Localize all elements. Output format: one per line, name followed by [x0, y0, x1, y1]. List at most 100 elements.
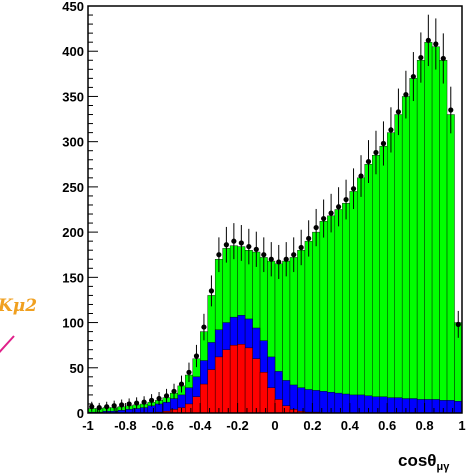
x-tick-label-10: 1 [458, 418, 465, 433]
bar-2-46 [431, 46, 440, 414]
bar-1-35 [349, 394, 358, 414]
bar-0-22 [252, 358, 261, 414]
x-tick-label-7: 0.4 [341, 418, 360, 433]
data-point-22 [253, 246, 259, 252]
y-tick-label-9: 450 [62, 0, 84, 14]
data-point-40 [388, 127, 394, 133]
data-point-48 [448, 107, 454, 113]
x-tick-label-2: -0.6 [152, 418, 174, 433]
x-tick-label-1: -0.8 [114, 418, 136, 433]
bar-1-45 [424, 399, 433, 414]
bar-2-41 [394, 114, 403, 414]
data-point-42 [403, 92, 409, 98]
data-point-6 [134, 400, 140, 406]
data-point-37 [365, 158, 372, 165]
data-point-16 [208, 288, 215, 294]
data-point-27 [291, 252, 297, 258]
x-tick-label-8: 0.6 [378, 418, 396, 433]
bar-0-23 [259, 372, 268, 414]
data-point-38 [373, 149, 379, 156]
bar-1-29 [304, 389, 313, 414]
y-tick-label-1: 50 [70, 361, 84, 376]
data-point-2 [104, 404, 110, 410]
bar-0-25 [274, 399, 283, 414]
bar-1-30 [312, 390, 321, 414]
bar-2-34 [342, 202, 351, 414]
data-point-41 [395, 109, 402, 115]
x-tick-label-5: 0 [271, 418, 278, 433]
bar-2-47 [439, 60, 448, 414]
series-0 [155, 344, 321, 414]
data-point-0 [89, 404, 95, 410]
data-point-5 [126, 401, 132, 407]
bar-1-46 [431, 399, 440, 414]
data-point-46 [433, 41, 439, 47]
data-point-11 [171, 388, 177, 394]
data-point-19 [231, 238, 237, 244]
data-point-3 [111, 403, 117, 409]
bar-0-15 [199, 383, 208, 414]
bar-2-44 [416, 60, 425, 414]
bar-0-18 [222, 349, 231, 414]
data-point-25 [276, 259, 282, 265]
x-axis-title-subscript: μγ [436, 461, 450, 473]
bar-2-42 [401, 96, 410, 414]
data-point-44 [418, 54, 424, 61]
bar-1-41 [394, 397, 403, 414]
data-point-20 [238, 240, 244, 246]
x-axis-title: cosθμγ [398, 451, 450, 473]
bar-0-26 [282, 405, 291, 414]
data-point-7 [141, 399, 147, 405]
y-tick-label-7: 350 [62, 89, 84, 104]
plot-area [87, 14, 463, 414]
data-point-15 [201, 324, 207, 330]
data-point-39 [380, 140, 387, 147]
data-point-4 [119, 402, 125, 408]
bar-1-48 [446, 400, 455, 414]
y-tick-label-4: 200 [62, 225, 84, 240]
x-tick-label-3: -0.4 [189, 418, 212, 433]
data-point-31 [321, 215, 327, 222]
data-point-10 [163, 393, 170, 399]
y-tick-label-2: 100 [62, 316, 84, 331]
data-point-9 [156, 395, 162, 402]
y-tick-label-5: 250 [62, 180, 84, 195]
x-tick-label-6: 0.2 [303, 418, 321, 433]
bar-2-37 [364, 164, 373, 414]
bar-2-36 [357, 177, 365, 414]
kmu2-arrow [0, 335, 15, 354]
data-point-49 [455, 321, 461, 327]
y-tick-label-6: 300 [62, 135, 84, 150]
x-tick-label-9: 0.8 [416, 418, 434, 433]
bar-1-8 [147, 405, 156, 414]
data-point-29 [306, 235, 312, 242]
data-point-30 [313, 224, 319, 231]
bar-2-40 [387, 132, 395, 414]
bar-0-14 [192, 396, 201, 414]
data-point-8 [148, 397, 155, 403]
bar-2-33 [334, 209, 343, 414]
bar-2-45 [424, 41, 433, 414]
data-points [89, 14, 461, 413]
x-tick-label-0: -1 [82, 418, 94, 433]
data-point-47 [440, 55, 446, 62]
bar-1-49 [454, 401, 463, 414]
data-point-35 [350, 186, 357, 192]
data-point-13 [186, 369, 192, 375]
bar-2-39 [379, 145, 388, 414]
bar-0-16 [207, 369, 216, 414]
bar-2-38 [372, 155, 380, 414]
data-point-23 [261, 252, 267, 258]
data-point-34 [343, 196, 349, 203]
bar-1-28 [297, 387, 306, 414]
bar-1-39 [379, 396, 388, 414]
bar-0-20 [237, 344, 246, 414]
bar-0-24 [267, 387, 276, 414]
bar-0-13 [185, 403, 193, 414]
data-point-17 [216, 252, 222, 258]
bar-0-19 [229, 344, 238, 414]
data-point-26 [283, 256, 289, 262]
x-axis-title-main: cosθ [398, 451, 436, 470]
data-point-24 [268, 256, 274, 262]
